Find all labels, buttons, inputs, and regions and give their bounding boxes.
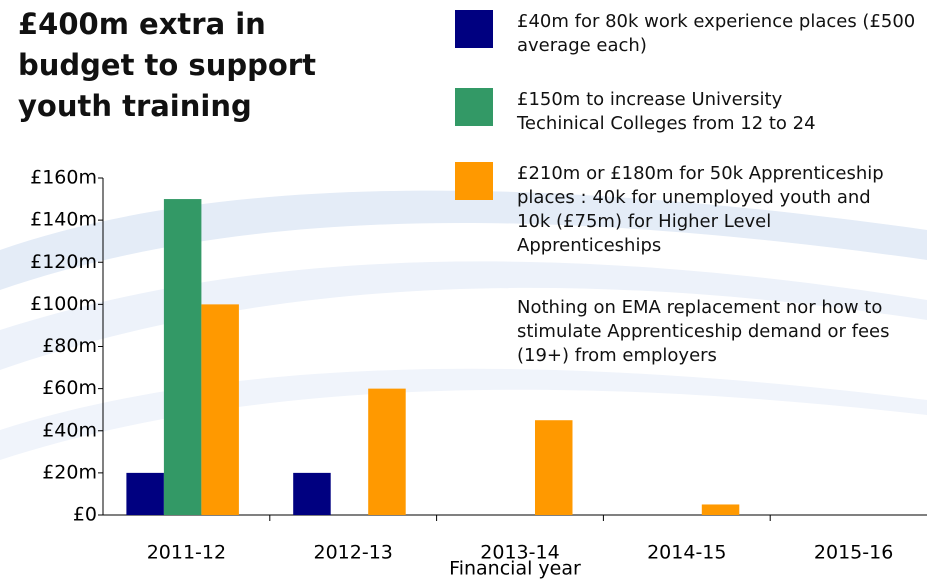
x-tick-label: 2014-15 [647, 542, 726, 564]
y-tick-label: £60m [42, 377, 97, 399]
y-tick-label: £20m [42, 461, 97, 483]
bar [201, 304, 239, 515]
y-tick-label: £80m [42, 335, 97, 357]
legend-swatch [455, 162, 493, 200]
legend-swatch [455, 88, 493, 126]
bar [126, 472, 164, 515]
y-tick-label: £160m [30, 167, 97, 189]
y-tick-label: £100m [30, 293, 97, 315]
bar [293, 472, 331, 515]
legend-swatch [455, 10, 493, 48]
y-tick-label: £120m [30, 251, 97, 273]
legend-label: £210m or £180m for 50k Apprenticeship pl… [517, 163, 884, 256]
y-tick-label: £140m [30, 209, 97, 231]
background-swoosh [0, 368, 927, 460]
chart-title: £400m extra in budget to support youth t… [18, 7, 316, 123]
legend-label: £40m for 80k work experience places (£50… [517, 11, 916, 56]
background-swoosh [0, 261, 927, 370]
y-tick-label: £0 [73, 504, 97, 526]
x-tick-label: 2013-14 [480, 542, 559, 564]
legend-label: £150m to increase University Techinical … [517, 89, 816, 134]
bar [368, 388, 406, 515]
bar [701, 504, 740, 515]
bar [535, 420, 573, 515]
x-tick-label: 2012-13 [314, 542, 393, 564]
y-tick-label: £40m [42, 419, 97, 441]
bar [163, 199, 202, 515]
background-swoosh [0, 190, 927, 290]
x-tick-label: 2011-12 [147, 542, 226, 564]
x-axis-label: Financial year [449, 558, 581, 580]
x-tick-label: 2015-16 [814, 542, 893, 564]
annotation: Nothing on EMA replacement nor how to st… [517, 297, 890, 366]
